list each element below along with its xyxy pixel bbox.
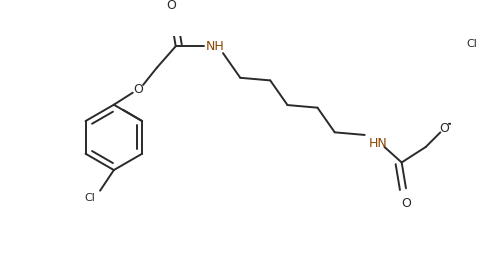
Text: O: O — [401, 197, 411, 210]
Text: NH: NH — [206, 40, 225, 53]
Text: O: O — [133, 83, 143, 96]
Text: O: O — [166, 0, 176, 12]
Text: Cl: Cl — [84, 193, 95, 203]
Text: HN: HN — [369, 137, 388, 150]
Text: Cl: Cl — [466, 39, 477, 49]
Text: O: O — [440, 122, 450, 135]
